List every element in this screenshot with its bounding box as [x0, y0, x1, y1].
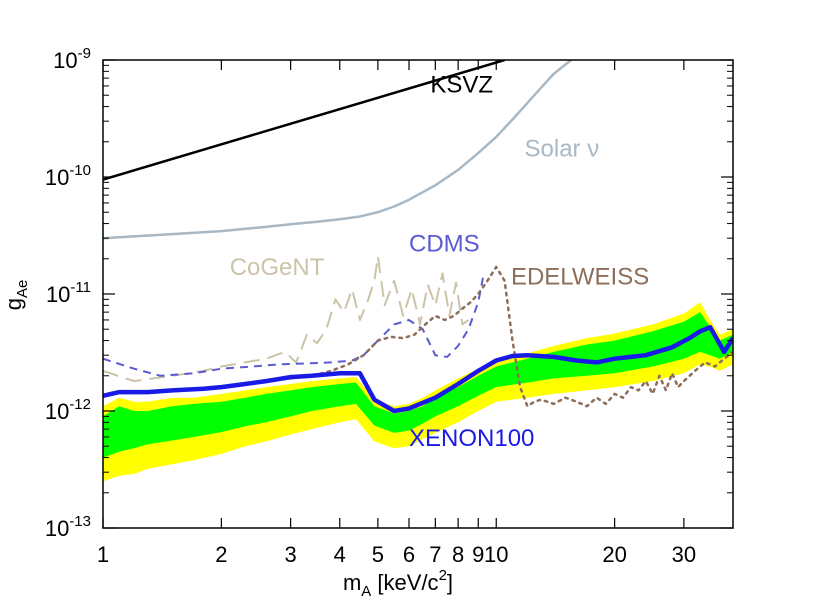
- series-line-ksvz: [103, 60, 505, 181]
- x-tick-label: 3: [284, 542, 296, 567]
- series-layer: [103, 60, 733, 414]
- y-tick-label: 10-12: [45, 396, 91, 424]
- x-tick-label: 10: [484, 542, 508, 567]
- x-tick-label: 2: [215, 542, 227, 567]
- label-cogent: CoGeNT: [230, 254, 325, 281]
- x-tick-label: 5: [372, 542, 384, 567]
- x-tick-label: 6: [403, 542, 415, 567]
- y-tick-label: 10-11: [46, 279, 91, 307]
- x-tick-label: 8: [452, 542, 464, 567]
- x-tick-label: 4: [334, 542, 346, 567]
- y-axis-title: gAe: [1, 280, 31, 311]
- x-tick-label: 7: [429, 542, 441, 567]
- label-cdms: CDMS: [409, 231, 480, 258]
- x-tick-label: 9: [472, 542, 484, 567]
- y-tick-label: 10-13: [45, 513, 91, 541]
- y-tick-label: 10-10: [45, 162, 91, 190]
- frame-layer: 1 2 3 4 5 6 7 8 9 10 20 30 10-13 10-12 10-11 10-10 10-9 m…: [1, 45, 734, 600]
- x-tick-label: 30: [672, 542, 696, 567]
- series-line-cogent: [103, 255, 470, 383]
- label-edelweiss: EDELWEISS: [511, 264, 649, 291]
- band-1-sigma: [103, 312, 733, 458]
- x-tick-label: 1: [97, 542, 109, 567]
- label-solar: Solar ν: [525, 135, 600, 162]
- y-tick-label: 10-9: [53, 45, 91, 73]
- label-ksvz: KSVZ: [430, 71, 493, 98]
- series-line-solar: [103, 60, 572, 240]
- series-line-cdms: [103, 273, 485, 377]
- series-line-edelweiss: [289, 265, 733, 408]
- x-axis-title: mA [keV/c2]: [343, 567, 453, 600]
- x-tick-label: 20: [602, 542, 626, 567]
- labels-layer: KSVZ Solar ν CoGeNT CDMS EDELWEISS XENON100: [230, 71, 650, 452]
- series-line-xenon100: [103, 324, 733, 414]
- bands-layer: [103, 302, 733, 482]
- label-xenon100: XENON100: [409, 425, 534, 452]
